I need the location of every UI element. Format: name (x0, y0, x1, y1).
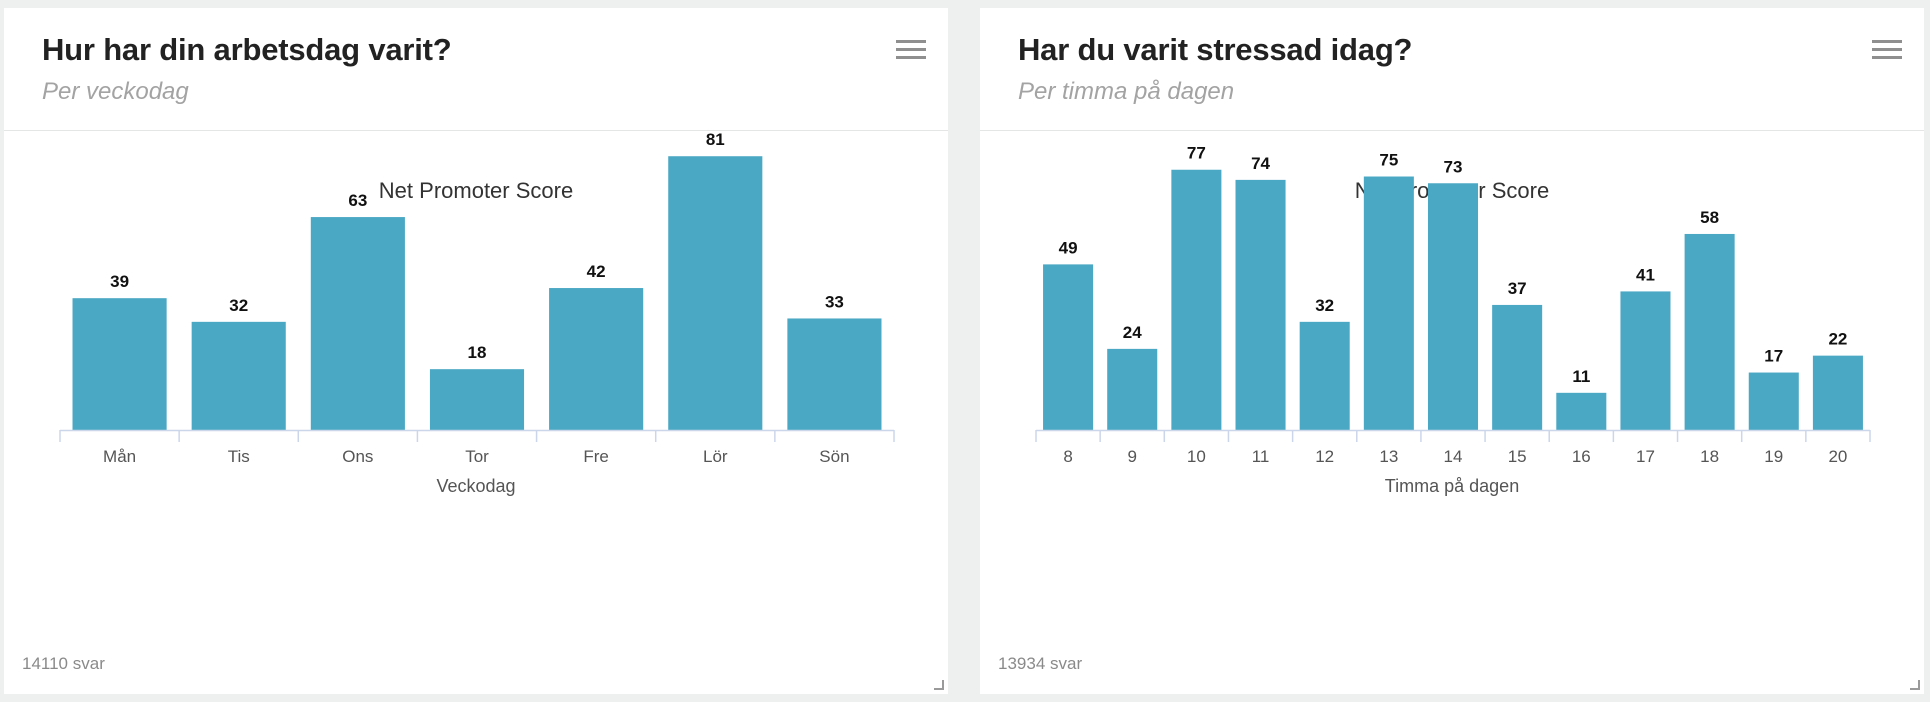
chart-panel-workday: Hur har din arbetsdag varit? Per veckoda… (4, 8, 948, 694)
tick-label-Lör: Lör (703, 447, 728, 466)
tick-label-Mån: Mån (103, 447, 136, 466)
response-count: 13934 svar (998, 654, 1083, 673)
tick-label-20: 20 (1828, 447, 1847, 466)
tick-label-15: 15 (1508, 447, 1527, 466)
bar-Tor (429, 369, 525, 430)
panel-title: Har du varit stressad idag? (1018, 32, 1413, 67)
response-count: 14110 svar (22, 654, 105, 673)
bar-19 (1748, 372, 1799, 430)
data-label-12: 32 (1315, 296, 1334, 315)
x-axis-title: Timma på dagen (1385, 476, 1519, 496)
data-label-13: 75 (1379, 151, 1398, 170)
bar-11 (1235, 179, 1286, 430)
bar-10 (1171, 169, 1222, 431)
bar-12 (1299, 321, 1350, 430)
data-label-Lör: 81 (706, 131, 725, 149)
panel-header: Hur har din arbetsdag varit? Per veckoda… (4, 8, 948, 131)
data-label-20: 22 (1828, 330, 1847, 349)
tick-label-19: 19 (1764, 447, 1783, 466)
tick-label-14: 14 (1444, 447, 1463, 466)
data-label-17: 41 (1636, 265, 1655, 284)
resize-handle-icon[interactable] (1910, 680, 1920, 690)
tick-label-Tor: Tor (465, 447, 489, 466)
tick-label-12: 12 (1315, 447, 1334, 466)
tick-label-Fre: Fre (583, 447, 609, 466)
data-label-Mån: 39 (110, 272, 129, 291)
bar-16 (1556, 392, 1607, 430)
data-label-11: 74 (1251, 154, 1270, 173)
data-label-Sön: 33 (825, 292, 844, 311)
data-label-16: 11 (1572, 367, 1590, 386)
data-label-Tis: 32 (229, 296, 248, 315)
resize-handle-icon[interactable] (934, 680, 944, 690)
data-label-8: 49 (1059, 238, 1078, 257)
tick-label-Tis: Tis (228, 447, 250, 466)
bar-8 (1043, 264, 1094, 430)
data-label-15: 37 (1508, 279, 1527, 298)
bar-9 (1107, 348, 1158, 430)
bar-20 (1812, 355, 1863, 430)
panel-subtitle: Per veckodag (42, 78, 189, 105)
tick-label-11: 11 (1252, 447, 1270, 466)
data-label-19: 17 (1764, 347, 1783, 366)
bar-Mån (72, 298, 167, 430)
data-label-Tor: 18 (468, 343, 487, 362)
chart-panel-stress: Har du varit stressad idag? Per timma på… (980, 8, 1924, 694)
bar-14 (1427, 183, 1479, 430)
data-label-9: 24 (1123, 323, 1142, 342)
bar-17 (1620, 291, 1671, 430)
panel-header: Har du varit stressad idag? Per timma på… (980, 8, 1924, 131)
data-label-10: 77 (1187, 144, 1206, 163)
bar-Lör (668, 156, 763, 430)
bar-18 (1684, 233, 1735, 430)
tick-label-16: 16 (1572, 447, 1591, 466)
bar-Tis (191, 321, 286, 430)
panel-subtitle: Per timma på dagen (1018, 78, 1235, 105)
tick-label-Sön: Sön (819, 447, 849, 466)
panel-title: Hur har din arbetsdag varit? (42, 32, 452, 67)
bar-Sön (787, 318, 882, 430)
tick-label-13: 13 (1379, 447, 1398, 466)
x-axis-title: Veckodag (436, 476, 515, 496)
hamburger-menu-icon[interactable] (1872, 38, 1902, 62)
bar-chart-hour: Net Promoter Score4924777432757337114158… (1035, 144, 1871, 496)
tick-label-17: 17 (1636, 447, 1655, 466)
data-label-Fre: 42 (587, 262, 606, 281)
bar-chart-weekday: Net Promoter Score 39 32 63 18 42 81 33 Mån Tis On… (59, 131, 895, 496)
hamburger-menu-icon[interactable] (896, 38, 926, 62)
bar-Ons (310, 217, 405, 430)
bar-13 (1363, 176, 1414, 430)
tick-label-8: 8 (1063, 447, 1072, 466)
bar-15 (1492, 304, 1543, 430)
tick-label-Ons: Ons (342, 447, 373, 466)
tick-label-9: 9 (1127, 447, 1136, 466)
tick-label-18: 18 (1700, 447, 1719, 466)
chart-title: Net Promoter Score (379, 178, 573, 203)
data-label-18: 58 (1700, 208, 1719, 227)
data-label-Ons: 63 (348, 191, 367, 210)
data-label-14: 73 (1444, 157, 1463, 176)
bar-Fre (549, 288, 644, 430)
tick-label-10: 10 (1187, 447, 1206, 466)
